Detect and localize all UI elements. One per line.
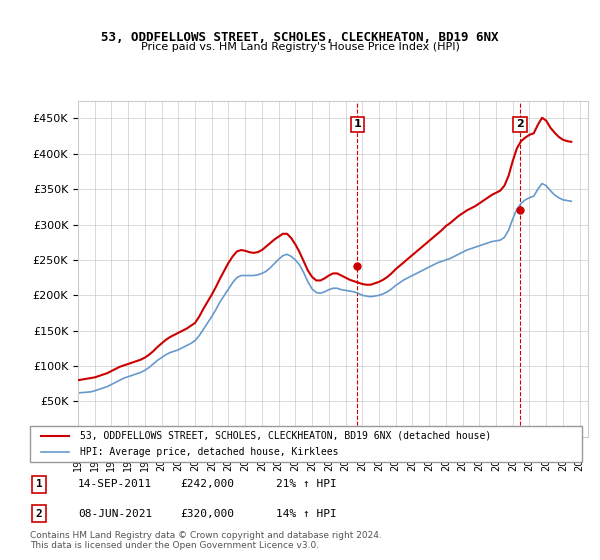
Text: 2: 2 xyxy=(35,508,43,519)
FancyBboxPatch shape xyxy=(30,426,582,462)
Text: Contains HM Land Registry data © Crown copyright and database right 2024.
This d: Contains HM Land Registry data © Crown c… xyxy=(30,530,382,550)
Text: 53, ODDFELLOWS STREET, SCHOLES, CLECKHEATON, BD19 6NX: 53, ODDFELLOWS STREET, SCHOLES, CLECKHEA… xyxy=(101,31,499,44)
Text: 1: 1 xyxy=(353,119,361,129)
Text: 08-JUN-2021: 08-JUN-2021 xyxy=(78,508,152,519)
Text: 1: 1 xyxy=(35,479,43,489)
Text: £242,000: £242,000 xyxy=(180,479,234,489)
Text: 2: 2 xyxy=(516,119,524,129)
Text: 53, ODDFELLOWS STREET, SCHOLES, CLECKHEATON, BD19 6NX (detached house): 53, ODDFELLOWS STREET, SCHOLES, CLECKHEA… xyxy=(80,431,491,441)
Text: Price paid vs. HM Land Registry's House Price Index (HPI): Price paid vs. HM Land Registry's House … xyxy=(140,42,460,52)
Text: HPI: Average price, detached house, Kirklees: HPI: Average price, detached house, Kirk… xyxy=(80,447,338,457)
Text: 21% ↑ HPI: 21% ↑ HPI xyxy=(276,479,337,489)
Text: £320,000: £320,000 xyxy=(180,508,234,519)
Text: 14% ↑ HPI: 14% ↑ HPI xyxy=(276,508,337,519)
Text: 14-SEP-2011: 14-SEP-2011 xyxy=(78,479,152,489)
